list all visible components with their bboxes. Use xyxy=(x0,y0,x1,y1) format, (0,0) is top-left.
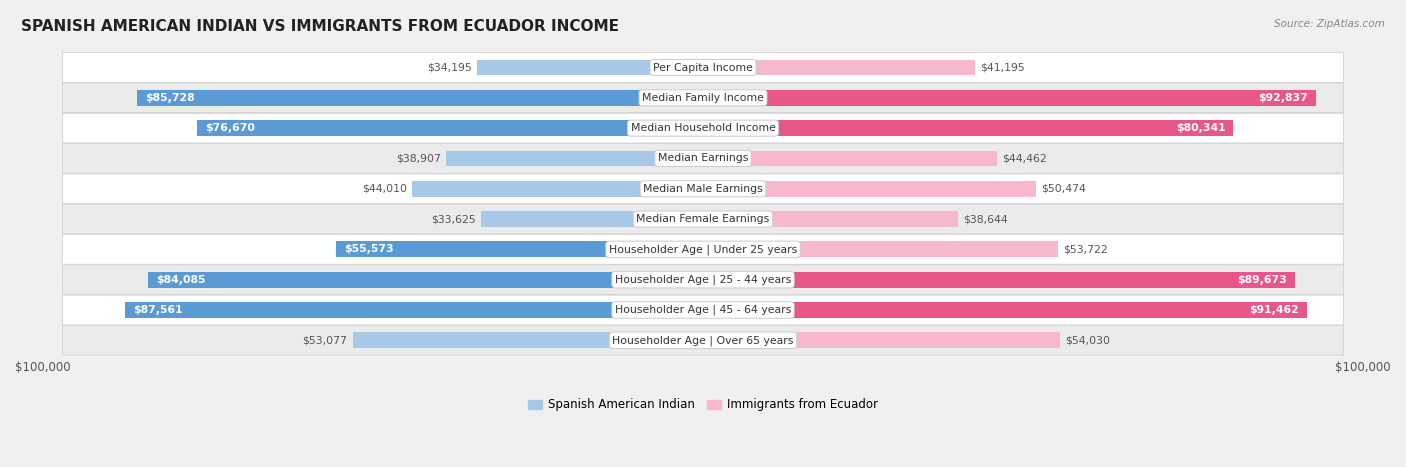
Text: $44,462: $44,462 xyxy=(1002,154,1046,163)
Text: $76,670: $76,670 xyxy=(205,123,254,133)
Bar xyxy=(125,302,703,318)
FancyBboxPatch shape xyxy=(63,325,1343,355)
Text: $53,077: $53,077 xyxy=(302,335,347,345)
Bar xyxy=(477,60,703,75)
Bar xyxy=(703,60,974,75)
FancyBboxPatch shape xyxy=(63,83,1343,113)
Text: Median Household Income: Median Household Income xyxy=(630,123,776,133)
Bar xyxy=(703,120,1233,136)
FancyBboxPatch shape xyxy=(63,265,1343,295)
Text: Median Male Earnings: Median Male Earnings xyxy=(643,184,763,194)
Text: SPANISH AMERICAN INDIAN VS IMMIGRANTS FROM ECUADOR INCOME: SPANISH AMERICAN INDIAN VS IMMIGRANTS FR… xyxy=(21,19,619,34)
Bar xyxy=(703,90,1316,106)
Text: $89,673: $89,673 xyxy=(1237,275,1286,285)
Text: $38,644: $38,644 xyxy=(963,214,1008,224)
Text: $38,907: $38,907 xyxy=(396,154,441,163)
Text: Householder Age | 45 - 64 years: Householder Age | 45 - 64 years xyxy=(614,305,792,315)
Bar xyxy=(703,241,1057,257)
Text: Householder Age | 25 - 44 years: Householder Age | 25 - 44 years xyxy=(614,275,792,285)
FancyBboxPatch shape xyxy=(63,143,1343,173)
Text: $41,195: $41,195 xyxy=(980,63,1025,72)
Text: $80,341: $80,341 xyxy=(1175,123,1226,133)
Text: $34,195: $34,195 xyxy=(427,63,472,72)
FancyBboxPatch shape xyxy=(63,204,1343,234)
Bar xyxy=(148,272,703,288)
Bar xyxy=(703,181,1036,197)
Bar xyxy=(136,90,703,106)
Bar xyxy=(703,302,1306,318)
FancyBboxPatch shape xyxy=(63,174,1343,204)
Bar xyxy=(703,211,957,227)
Bar xyxy=(197,120,703,136)
FancyBboxPatch shape xyxy=(63,113,1343,143)
Bar xyxy=(703,272,1295,288)
FancyBboxPatch shape xyxy=(63,234,1343,264)
Text: $91,462: $91,462 xyxy=(1249,305,1299,315)
Text: $44,010: $44,010 xyxy=(363,184,408,194)
Bar xyxy=(703,150,997,166)
Text: Source: ZipAtlas.com: Source: ZipAtlas.com xyxy=(1274,19,1385,28)
Text: $55,573: $55,573 xyxy=(344,244,394,255)
Text: Householder Age | Over 65 years: Householder Age | Over 65 years xyxy=(612,335,794,346)
Bar xyxy=(412,181,703,197)
Text: Per Capita Income: Per Capita Income xyxy=(652,63,754,72)
Bar xyxy=(336,241,703,257)
Text: Median Earnings: Median Earnings xyxy=(658,154,748,163)
Legend: Spanish American Indian, Immigrants from Ecuador: Spanish American Indian, Immigrants from… xyxy=(523,394,883,416)
Text: Median Family Income: Median Family Income xyxy=(643,93,763,103)
Text: $84,085: $84,085 xyxy=(156,275,205,285)
Text: $54,030: $54,030 xyxy=(1064,335,1109,345)
Text: $92,837: $92,837 xyxy=(1258,93,1308,103)
Bar xyxy=(446,150,703,166)
Text: $85,728: $85,728 xyxy=(145,93,194,103)
Text: $53,722: $53,722 xyxy=(1063,244,1108,255)
Bar xyxy=(703,333,1060,348)
FancyBboxPatch shape xyxy=(63,295,1343,325)
Text: $50,474: $50,474 xyxy=(1042,184,1087,194)
FancyBboxPatch shape xyxy=(63,53,1343,82)
Text: Median Female Earnings: Median Female Earnings xyxy=(637,214,769,224)
Bar xyxy=(481,211,703,227)
Text: $87,561: $87,561 xyxy=(132,305,183,315)
Bar xyxy=(353,333,703,348)
Text: Householder Age | Under 25 years: Householder Age | Under 25 years xyxy=(609,244,797,255)
Text: $33,625: $33,625 xyxy=(432,214,475,224)
